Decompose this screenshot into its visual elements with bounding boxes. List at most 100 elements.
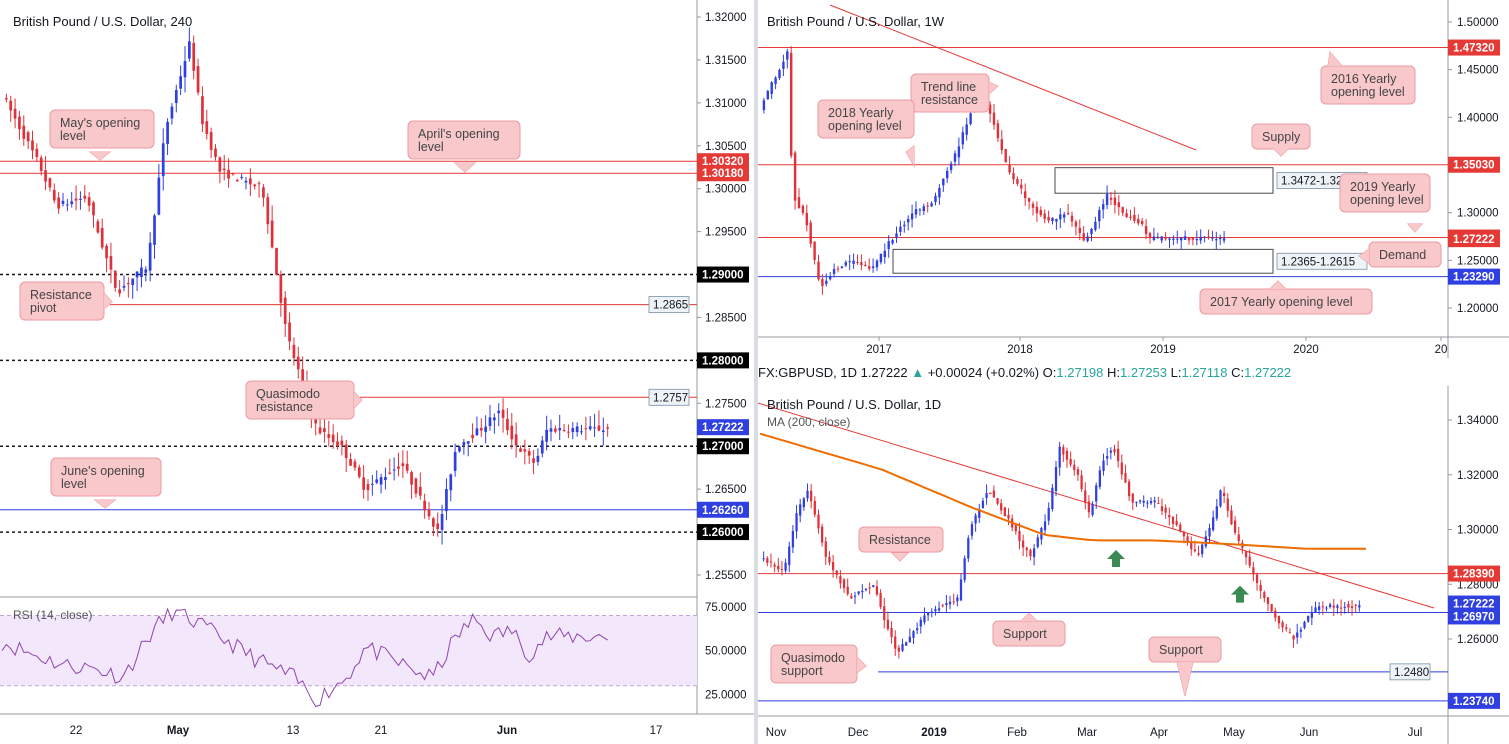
candle-body [1109, 197, 1113, 200]
time-tick-label: Mar [1077, 727, 1097, 739]
candle-body [1203, 236, 1206, 238]
candle-body [835, 570, 838, 575]
candle-body [266, 197, 270, 225]
callout-2017-open-text: 2017 Yearly opening level [1210, 295, 1352, 309]
candle-body [810, 490, 813, 502]
chart-panel-weekly[interactable]: 1.500001.450001.400001.350001.300001.250… [758, 0, 1509, 358]
candle-body [1215, 506, 1218, 519]
candle-body [926, 205, 929, 207]
candle-body [903, 224, 906, 227]
candle-body [13, 108, 17, 119]
price-tick-label: 1.40000 [1457, 112, 1499, 124]
candle-body [1027, 198, 1031, 202]
candle-body [1051, 217, 1054, 222]
candle-body [536, 455, 540, 462]
price-tick-label: 1.31500 [705, 55, 747, 67]
callout-support-lower-pointer-fill [1177, 662, 1193, 696]
candle-body [817, 514, 820, 529]
chart-panel-240[interactable]: 1.32000 1.31500 1.31000 1.30500 1.30000 1.295… [0, 0, 754, 744]
price-label-bg [1448, 231, 1500, 248]
callout-quasimodo-support-pointer-fill [857, 657, 866, 673]
candle-body [257, 183, 261, 185]
candle-body [527, 451, 531, 456]
candle-body [1043, 521, 1047, 531]
candle-body [183, 61, 187, 78]
candle-body [318, 427, 322, 434]
candle-body [1195, 239, 1199, 241]
candle-body [1109, 450, 1112, 453]
candle-body [912, 631, 915, 638]
time-tick-label: Dec [848, 727, 869, 739]
candle-body [414, 478, 418, 494]
candle-body [214, 148, 217, 157]
candle-body [87, 197, 91, 206]
candle-body [922, 206, 926, 212]
chart-240-canvas[interactable]: 1.32000 1.31500 1.31000 1.30500 1.30000 1.295… [0, 0, 754, 744]
chart-panel-daily[interactable]: 1.34000 1.32000 1.30000 1.28000 1.26000 Nov D… [758, 386, 1509, 744]
candle-body [1233, 520, 1237, 533]
candle-body [1129, 216, 1132, 218]
candle-body [249, 178, 252, 185]
callout-demand-pointer-fill [1359, 249, 1369, 263]
candle-body [1003, 507, 1006, 517]
price-label: 1.47320 [1453, 43, 1495, 55]
candle-body [423, 500, 426, 511]
panel-separator [754, 0, 758, 744]
callout-2018-open-text: opening level [828, 119, 902, 133]
candle-body [1012, 173, 1015, 180]
callout-resistance-pivot-text: pivot [30, 301, 57, 315]
chart-1w-canvas[interactable]: 1.500001.450001.400001.350001.300001.250… [758, 0, 1509, 358]
candle-body [379, 477, 383, 485]
candle-body [945, 603, 948, 606]
candle-body [1102, 460, 1105, 471]
demand-zone-label: 1.2365-1.2615 [1281, 256, 1355, 268]
callout-resistance-text: Resistance [869, 533, 931, 547]
candle-body [1031, 203, 1035, 208]
price-label: 1.28390 [1453, 569, 1495, 581]
candle-body [1183, 236, 1187, 240]
candle-body [802, 498, 805, 508]
callout-quasimodo-support-text: Quasimodo [781, 651, 845, 665]
candle-body [937, 608, 941, 611]
candle-body [1153, 500, 1156, 503]
candle-body [844, 262, 848, 266]
candle-body [523, 449, 527, 452]
trend-line[interactable] [829, 4, 1197, 151]
callout-supply-text: Supply [1262, 130, 1301, 144]
candle-body [1135, 501, 1138, 503]
candle-body [965, 124, 968, 135]
price-label-bg [1448, 692, 1500, 709]
candle-body [205, 121, 209, 134]
candle-body [879, 253, 883, 263]
time-tick-label: 22 [70, 725, 83, 737]
candle-body [1062, 446, 1065, 455]
candle-body [1255, 574, 1259, 584]
callout-2019-open-text: 2019 Yearly [1350, 180, 1416, 194]
candle-body [1105, 194, 1109, 205]
candle-body [1336, 605, 1339, 608]
candle-body [61, 200, 65, 205]
candle-body [850, 596, 853, 599]
candle-body [766, 558, 769, 563]
callout-trend-line-pointer-fill [989, 82, 998, 94]
candle-body [799, 504, 802, 516]
candle-body [1121, 207, 1124, 213]
chart-1d-canvas[interactable]: 1.34000 1.32000 1.30000 1.28000 1.26000 Nov D… [758, 386, 1509, 744]
candle-body [1025, 547, 1028, 551]
candle-body [1197, 553, 1200, 555]
candle-body [883, 606, 886, 621]
price-label: 1.30320 [702, 156, 744, 168]
candle-body [895, 233, 898, 239]
candle-body [140, 267, 143, 278]
candle-body [831, 561, 835, 571]
candle-body [842, 579, 846, 589]
candle-body [432, 518, 435, 527]
candle-body [963, 558, 966, 580]
candle-body [135, 271, 139, 278]
candle-body [809, 222, 812, 244]
candle-body [887, 241, 890, 250]
candle-body [1023, 191, 1027, 199]
candle-body [1062, 214, 1066, 218]
candle-body [1094, 221, 1097, 230]
